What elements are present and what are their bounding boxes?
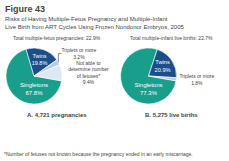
svg-text:Singletons77.3%: Singletons77.3% — [134, 82, 162, 96]
svg-text:Triplets or more1.8%: Triplets or more1.8% — [179, 73, 214, 86]
svg-text:B. 5,275 live births: B. 5,275 live births — [145, 112, 198, 118]
svg-text:*Number of fetuses not known b: *Number of fetuses not known because the… — [4, 151, 193, 157]
svg-text:Not able todetermine numberof: Not able todetermine numberof fetuses*9.… — [68, 60, 109, 86]
svg-text:Triplets or more3.2%: Triplets or more3.2% — [61, 47, 96, 60]
svg-text:Twins20.9%: Twins20.9% — [155, 59, 171, 72]
svg-text:Risks of Having Multiple-Fetus: Risks of Having Multiple-Fetus Pregnancy… — [5, 16, 185, 30]
svg-text:Total multiple-infant live bir: Total multiple-infant live births: 22.7% — [130, 35, 213, 41]
svg-text:Total multiple-fetus pregnanci: Total multiple-fetus pregnancies: 22.9% — [13, 35, 101, 41]
svg-text:Twins19.8%: Twins19.8% — [32, 53, 48, 66]
svg-text:A. 4,721 pregnancies: A. 4,721 pregnancies — [27, 112, 87, 118]
svg-text:Figure 43: Figure 43 — [5, 4, 45, 14]
svg-text:Singletons67.8%: Singletons67.8% — [20, 82, 48, 96]
